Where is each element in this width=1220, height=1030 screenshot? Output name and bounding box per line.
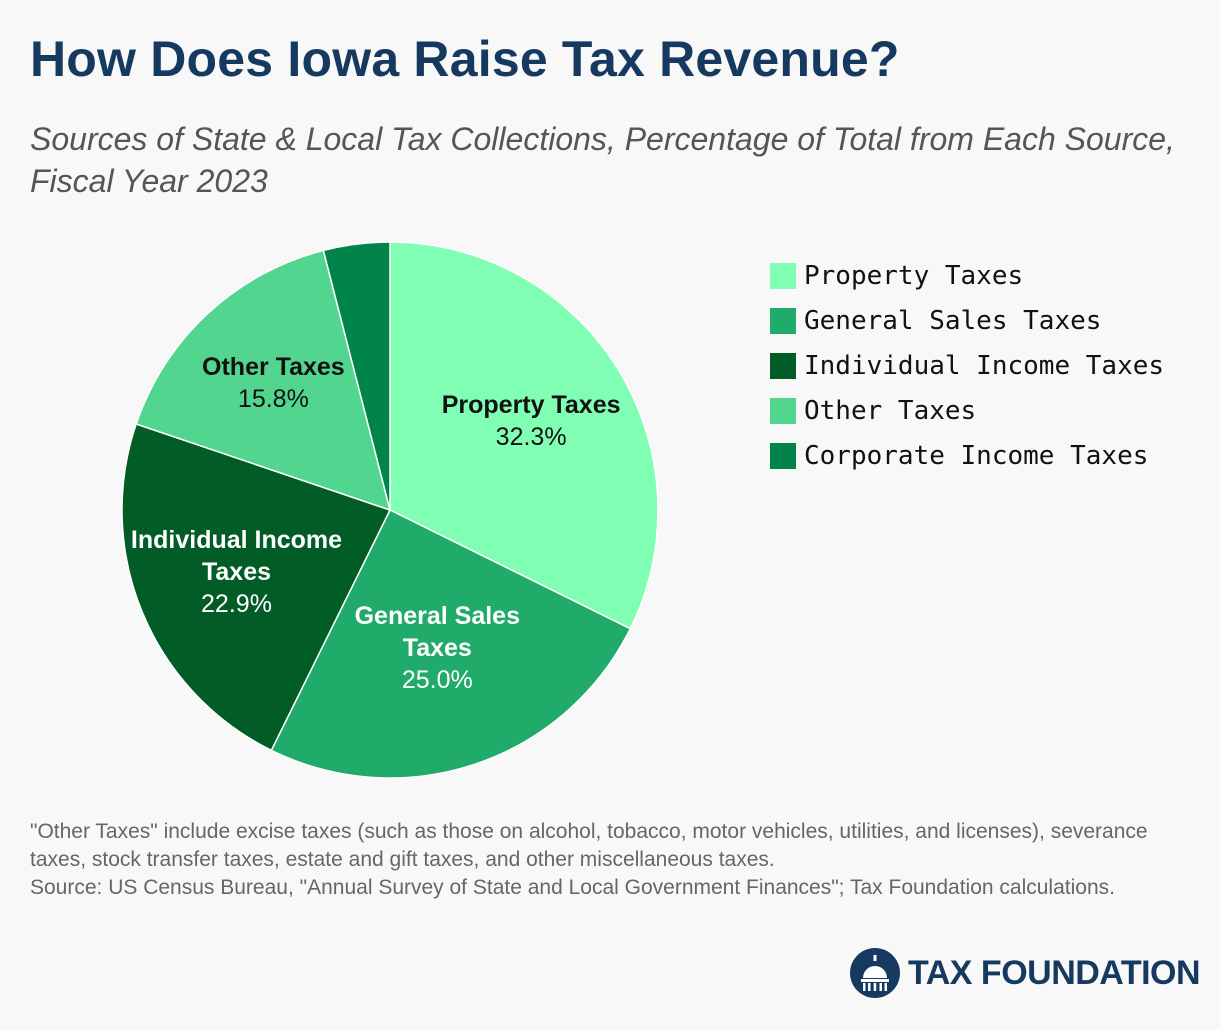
slice-value-label: 32.3%: [496, 423, 567, 451]
legend-item: Individual Income Taxes: [770, 343, 1164, 388]
legend-swatch: [770, 397, 796, 424]
pie-slice-individual-income-taxes: [121, 423, 392, 752]
slice-name-label: Taxes: [403, 634, 472, 662]
footnote: "Other Taxes" include excise taxes (such…: [30, 818, 1200, 902]
legend-item: Corporate Income Taxes: [770, 433, 1164, 478]
legend-swatch: [770, 307, 796, 334]
page-subtitle: Sources of State & Local Tax Collections…: [30, 121, 1175, 199]
legend-item: Other Taxes: [770, 388, 1164, 433]
footnote-source: Source: US Census Bureau, "Annual Survey…: [30, 876, 1115, 899]
legend-item: General Sales Taxes: [770, 298, 1164, 343]
slice-name-label: Other Taxes: [202, 353, 345, 381]
slice-name-label: Taxes: [202, 558, 271, 586]
pie-slice-general-sales-taxes: [270, 508, 632, 779]
legend-label: Other Taxes: [804, 395, 977, 426]
slice-name-label: General Sales: [355, 602, 520, 630]
capitol-dome-icon: [850, 948, 900, 998]
legend-label: Individual Income Taxes: [804, 350, 1165, 381]
footnote-note: "Other Taxes" include excise taxes (such…: [30, 820, 1148, 871]
page-title: How Does Iowa Raise Tax Revenue?: [30, 31, 900, 87]
legend-swatch: [770, 442, 796, 469]
brand-name: TAX FOUNDATION: [908, 953, 1201, 992]
pie-slice-other-taxes: [135, 249, 392, 512]
legend-swatch: [770, 262, 796, 289]
pie-slice-corporate-income-taxes: [322, 241, 391, 511]
slice-value-label: 25.0%: [402, 666, 473, 694]
legend-label: General Sales Taxes: [804, 305, 1102, 336]
legend-swatch: [770, 352, 796, 379]
legend-item: Property Taxes: [770, 253, 1164, 298]
slice-value-label: 15.8%: [238, 385, 309, 413]
slice-name-label: Property Taxes: [442, 391, 621, 419]
tax-foundation-logo: TAX FOUNDATION: [850, 948, 1201, 998]
slice-value-label: 22.9%: [201, 590, 272, 618]
pie-slice-property-taxes: [389, 241, 659, 630]
legend-label: Corporate Income Taxes: [804, 440, 1149, 471]
slice-name-label: Individual Income: [131, 526, 342, 554]
legend-label: Property Taxes: [804, 260, 1024, 291]
chart-legend: Property Taxes General Sales Taxes Individ…: [770, 253, 1164, 478]
